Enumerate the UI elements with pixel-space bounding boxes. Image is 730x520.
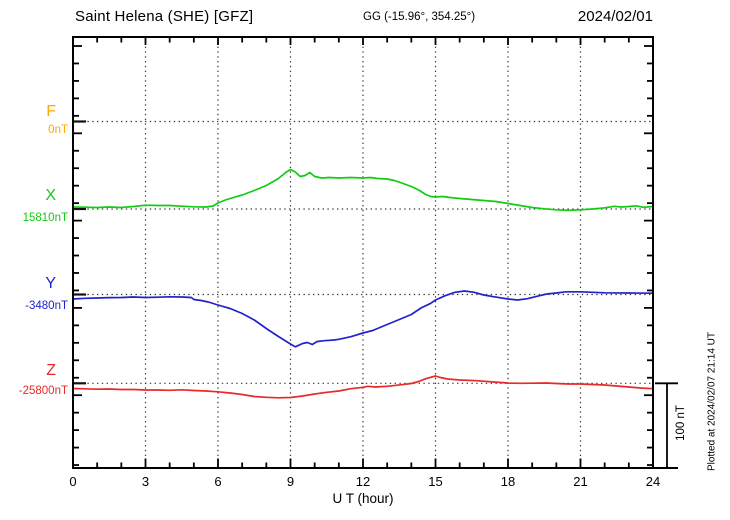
component-baseline-z: -25800nT xyxy=(18,385,68,397)
x-tick-label: 0 xyxy=(69,474,77,489)
x-tick-label: 18 xyxy=(500,474,516,489)
x-tick-label: 6 xyxy=(214,474,222,489)
plot-date: 2024/02/01 xyxy=(577,8,653,25)
x-tick-label: 12 xyxy=(355,474,371,489)
x-tick-label: 3 xyxy=(141,474,150,489)
x-tick-label: 9 xyxy=(286,474,295,489)
gg-coordinates: GG (-15.96°, 354.25°) xyxy=(363,11,476,23)
plotted-timestamp-note: Plotted at 2024/02/07 21:14 UT xyxy=(706,332,718,471)
component-label-z: Z xyxy=(46,362,56,379)
component-label-y: Y xyxy=(45,275,56,292)
scale-bar-label: 100 nT xyxy=(675,405,687,441)
x-tick-label: 24 xyxy=(645,474,661,489)
x-tick-label: 15 xyxy=(428,474,443,489)
plot-frame xyxy=(72,36,654,469)
station-title: Saint Helena (SHE) [GFZ] xyxy=(75,8,254,25)
trace-y xyxy=(72,290,654,348)
trace-z xyxy=(72,375,654,399)
x-axis-title: U T (hour) xyxy=(332,491,394,506)
component-baseline-f: 0nT xyxy=(48,124,68,136)
component-label-x: X xyxy=(45,187,56,204)
component-baseline-y: -3480nT xyxy=(25,300,68,312)
component-label-f: F xyxy=(46,103,56,120)
trace-x xyxy=(72,168,654,212)
x-tick-label: 21 xyxy=(573,474,588,489)
component-baseline-x: 15810nT xyxy=(22,212,68,224)
